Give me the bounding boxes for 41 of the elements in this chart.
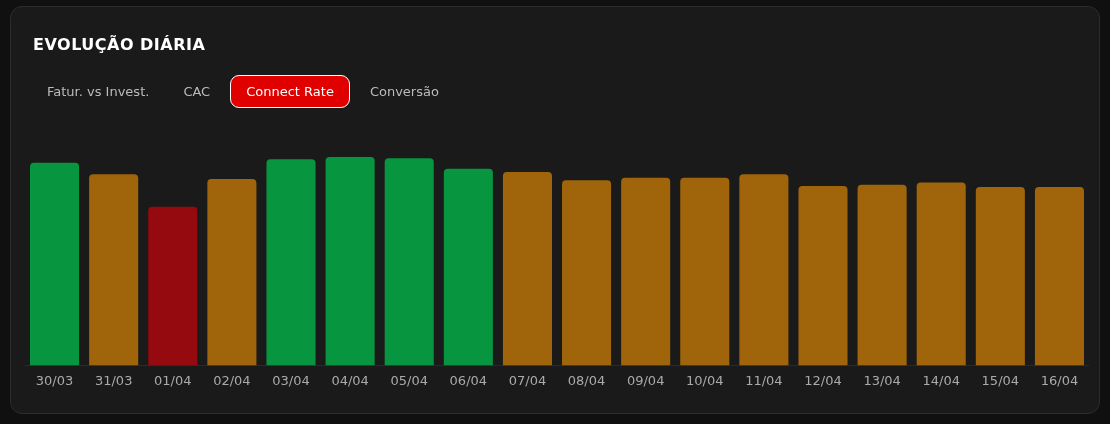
x-tick-label: 11/04	[745, 372, 783, 388]
text: Connect Rate	[230, 75, 350, 108]
x-tick-label: 09/04	[626, 372, 665, 388]
x-tick-label: 30/03	[35, 372, 74, 388]
bar	[207, 179, 257, 366]
x-tick-label: 03/04	[272, 372, 310, 388]
x-tick-label: 02/04	[213, 372, 251, 388]
bar	[562, 180, 612, 366]
bar	[443, 168, 493, 366]
bar	[325, 157, 375, 366]
x-tick-label: 08/04	[567, 372, 606, 388]
x-tick-label: 07/04	[508, 372, 547, 388]
x-tick-label: 06/04	[449, 372, 488, 388]
bar	[1034, 187, 1084, 366]
bar	[739, 174, 789, 366]
chart-title: EVOLUÇÃO DIÁRIA	[33, 35, 206, 54]
bar	[502, 172, 552, 366]
bar	[30, 162, 80, 366]
bar	[975, 187, 1025, 366]
x-tick-label: 10/04	[686, 372, 724, 388]
bar	[916, 182, 966, 366]
x-tick-label: 05/04	[390, 372, 428, 388]
bar	[798, 185, 848, 366]
x-tick-label: 31/03	[94, 372, 133, 388]
text: CAC	[182, 83, 212, 101]
bar	[621, 177, 671, 366]
x-tick-label: 01/04	[154, 372, 192, 388]
bar	[266, 159, 316, 366]
bar	[680, 177, 730, 366]
x-tick-label: 04/04	[331, 372, 369, 388]
x-tick-label: 15/04	[981, 372, 1020, 388]
bar	[148, 206, 198, 366]
bar	[384, 158, 434, 366]
x-tick-label: 13/04	[863, 372, 901, 388]
x-tick-label: 16/04	[1040, 372, 1079, 388]
text: Fatur. vs Invest.	[46, 83, 151, 101]
x-tick-label: 14/04	[922, 372, 960, 388]
bar	[857, 184, 907, 366]
x-tick-label: 12/04	[804, 372, 842, 388]
bar	[89, 174, 139, 366]
text: Conversão	[368, 83, 440, 101]
